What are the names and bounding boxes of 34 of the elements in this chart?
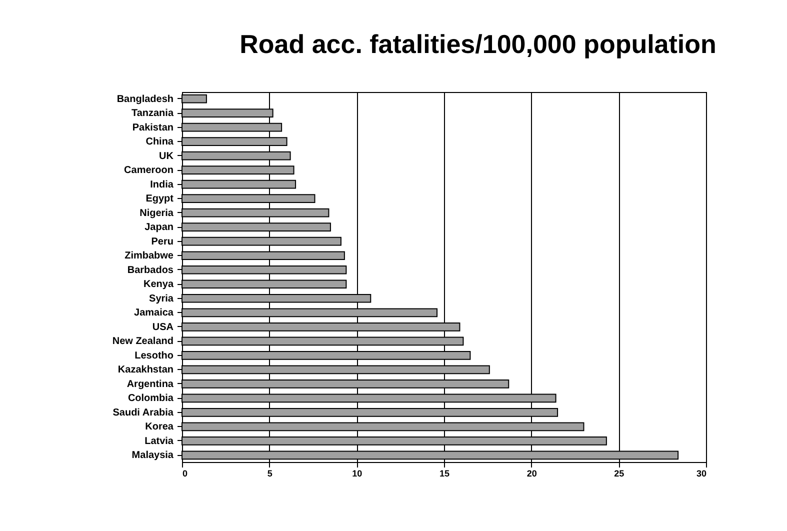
- x-tick-label: 20: [526, 468, 537, 478]
- y-tick-label: Kenya: [143, 279, 174, 290]
- x-tick-label: 25: [614, 468, 624, 478]
- y-tick-label: Peru: [151, 236, 174, 248]
- y-tick-label: India: [150, 179, 174, 190]
- y-tick-label: Bangladesh: [116, 94, 174, 105]
- y-tick-label: Lesotho: [134, 350, 174, 362]
- x-tick-label: 15: [439, 468, 450, 478]
- y-tick-label: Pakistan: [132, 122, 174, 134]
- y-tick-label: Nigeria: [140, 208, 174, 219]
- y-tick-label: Zimbabwe: [124, 250, 174, 262]
- y-tick-label: Jamaica: [134, 308, 174, 319]
- x-tick-label: 5: [267, 468, 272, 478]
- x-tick-label: 10: [352, 468, 362, 478]
- x-tick-label: 30: [696, 468, 706, 478]
- y-tick-label: Cameroon: [124, 165, 174, 176]
- y-tick-label: Saudi Arabia: [112, 407, 174, 418]
- y-tick-label: Syria: [149, 293, 174, 304]
- y-tick-label: UK: [159, 150, 174, 162]
- chart-title: Road acc. fatalities/100,000 population: [240, 29, 716, 59]
- y-tick-label: Latvia: [144, 436, 174, 447]
- y-tick-label: Barbados: [127, 264, 174, 276]
- y-tick-label: Egypt: [146, 194, 174, 205]
- y-tick-label: Kazakhstan: [118, 364, 174, 376]
- y-tick-label: Japan: [144, 222, 174, 234]
- y-tick-label: USA: [152, 322, 174, 333]
- y-tick-label: Colombia: [128, 393, 174, 404]
- x-tick-label: 0: [182, 468, 188, 478]
- y-tick-label: Malaysia: [132, 450, 174, 462]
- y-tick-label: Argentina: [126, 378, 174, 390]
- y-tick-label: Tanzania: [131, 108, 174, 120]
- y-tick-label: China: [146, 136, 174, 148]
- y-tick-label: New Zealand: [112, 336, 174, 348]
- y-tick-label: Korea: [145, 422, 174, 433]
